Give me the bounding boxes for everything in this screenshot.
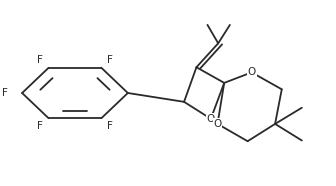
- Text: F: F: [107, 54, 113, 65]
- Text: O: O: [248, 67, 256, 77]
- Text: F: F: [2, 88, 8, 98]
- Text: F: F: [37, 54, 43, 65]
- Text: F: F: [37, 121, 43, 132]
- Text: O: O: [207, 114, 215, 124]
- Text: F: F: [107, 121, 113, 132]
- Text: O: O: [213, 119, 222, 129]
